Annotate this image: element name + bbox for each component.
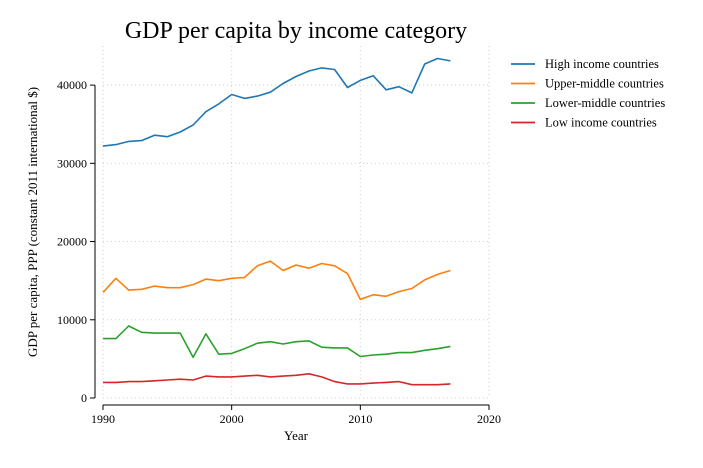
x-tick-label: 2010 <box>348 412 372 426</box>
x-tick-label: 2000 <box>220 412 244 426</box>
series-line-upper-middle-countries <box>102 260 451 301</box>
legend-label-low-income-countries: Low income countries <box>545 116 657 130</box>
y-tick-label: 30000 <box>57 156 87 170</box>
axes: 0 10000 20000 30000 40000 1990 2000 2010 2020 <box>57 78 501 426</box>
chart-title: GDP per capita by income category <box>125 18 467 44</box>
legend-label-upper-middle-countries: Upper-middle countries <box>545 77 664 91</box>
y-axis-title: GDP per capita, PPP (constant 2011 inter… <box>25 87 40 357</box>
series-line-lower-middle-countries <box>103 325 451 359</box>
legend: High income countries Upper-middle countr… <box>511 57 665 130</box>
y-tick-label: 10000 <box>57 313 87 327</box>
series-line-low-income-countries <box>103 372 451 386</box>
grid-lines <box>102 46 490 399</box>
x-tick-label: 1990 <box>91 412 115 426</box>
y-tick-label: 20000 <box>57 235 87 249</box>
y-tick-label: 40000 <box>57 78 87 92</box>
legend-label-lower-middle-countries: Lower-middle countries <box>545 96 665 110</box>
series-line-high-income-countries <box>102 57 451 147</box>
series-lines <box>102 57 451 386</box>
x-tick-label: 2020 <box>477 412 501 426</box>
x-axis-title: Year <box>284 428 309 443</box>
legend-label-high-income-countries: High income countries <box>545 57 659 71</box>
y-tick-label: 0 <box>81 391 87 405</box>
